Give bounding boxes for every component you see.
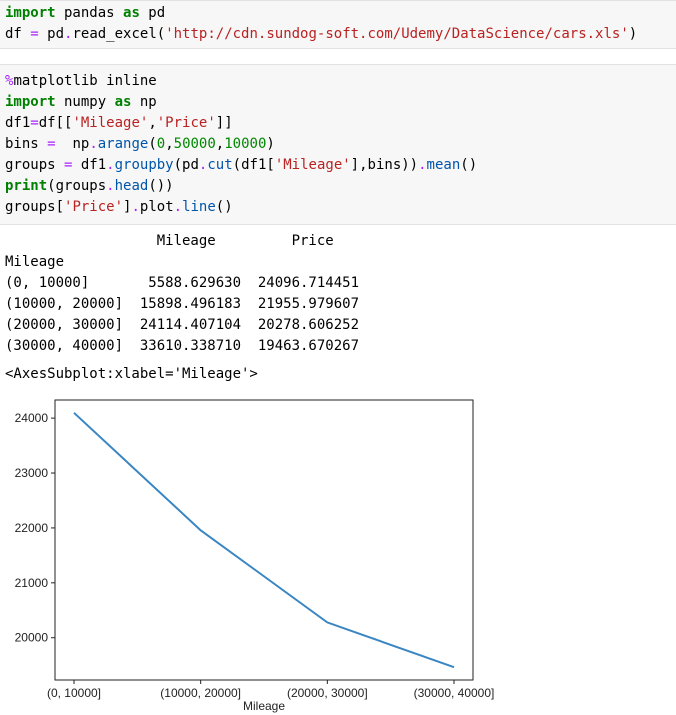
output-repr: <AxesSubplot:xlabel='Mileage'> [5, 366, 258, 382]
code-line: df = pd.read_excel('http://cdn.sundog-so… [5, 26, 638, 42]
y-tick-label: 24000 [15, 411, 49, 425]
code-line: bins = np.arange(0,50000,10000) [5, 136, 275, 152]
plot-frame [54, 399, 474, 681]
code-line: print(groups.head()) [5, 178, 174, 194]
output-index-name: Mileage [5, 254, 65, 270]
code-line: %matplotlib inline [5, 73, 157, 89]
output-row: (0, 10000] 5588.629630 24096.714451 [5, 275, 360, 291]
code-line: import numpy as np [5, 94, 157, 110]
output-row: (30000, 40000] 33610.338710 19463.670267 [5, 338, 360, 354]
code-line: df1=df[['Mileage','Price']] [5, 115, 233, 131]
line-chart: 20000 21000 22000 23000 24000 (0, 10000] (100… [15, 399, 495, 713]
x-tick-label: (10000, 20000] [160, 686, 241, 700]
y-tick-label: 23000 [15, 466, 49, 480]
output-row: (10000, 20000] 15898.496183 21955.979607 [5, 296, 360, 312]
code-line: groups = df1.groupby(pd.cut(df1['Mileage… [5, 157, 478, 173]
output-table-header: Mileage Price [5, 233, 334, 249]
code-cell-1[interactable]: import pandas as pd df = pd.read_excel('… [0, 0, 676, 49]
code-cell-2[interactable]: %matplotlib inline import numpy as np df… [0, 64, 676, 225]
x-tick-label: (0, 10000] [47, 686, 101, 700]
output-row: (20000, 30000] 24114.407104 20278.606252 [5, 317, 360, 333]
y-tick-label: 20000 [15, 631, 49, 645]
x-axis-label: Mileage [243, 699, 285, 713]
code-line: import pandas as pd [5, 5, 166, 21]
x-tick-label: (20000, 30000] [287, 686, 368, 700]
x-tick-label: (30000, 40000] [414, 686, 495, 700]
y-tick-label: 21000 [15, 576, 49, 590]
y-tick-label: 22000 [15, 521, 49, 535]
price-line [73, 412, 455, 669]
code-line: groups['Price'].plot.line() [5, 199, 233, 215]
